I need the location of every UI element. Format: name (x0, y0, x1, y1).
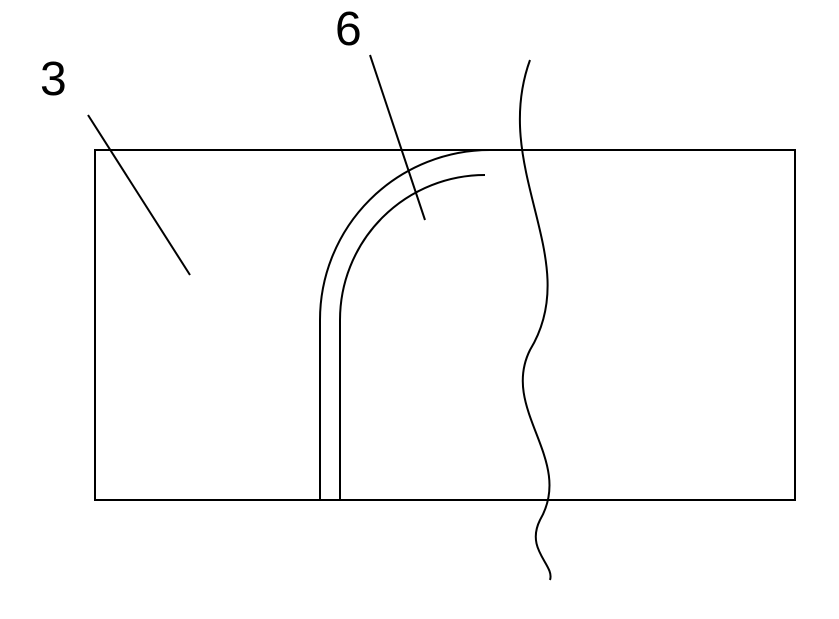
callout-label-6: 6 (335, 3, 362, 56)
mechanical-section-diagram: 3 6 (0, 0, 839, 619)
block-outline (95, 150, 795, 500)
leader-line-6 (370, 55, 425, 220)
section-break-line (520, 60, 551, 580)
callout-label-3: 3 (40, 53, 67, 106)
channel-inner-wall (340, 175, 485, 500)
leader-line-3 (88, 115, 190, 275)
channel-outer-wall (320, 150, 490, 500)
